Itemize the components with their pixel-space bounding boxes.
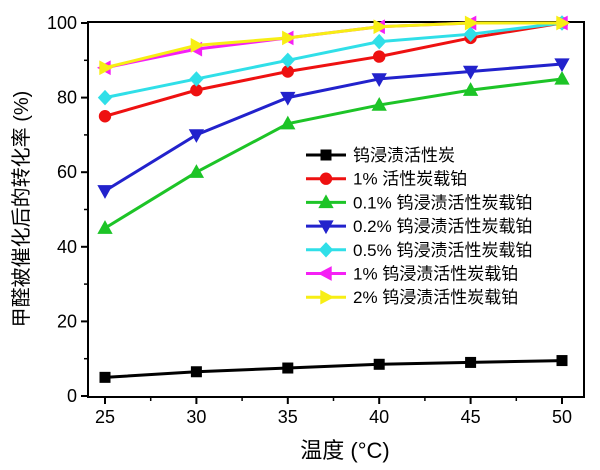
series-2-point-1 (188, 164, 205, 178)
series-2-point-5 (554, 70, 570, 85)
y-tick-label-5: 100 (47, 13, 77, 33)
series-0-point-2 (282, 362, 294, 374)
y-tick-label-2: 40 (57, 237, 77, 257)
series-4-point-0 (97, 89, 113, 106)
series-0-point-3 (373, 358, 385, 370)
series-line-2 (104, 77, 563, 230)
series-6-point-0 (99, 60, 114, 76)
legend-item-4: 0.5% 钨浸渍活性炭载铂 (306, 241, 532, 260)
legend-marker-2 (318, 194, 334, 209)
legend-label-6: 2% 钨浸渍活性炭载铂 (353, 288, 518, 307)
series-3-point-4 (462, 65, 479, 80)
series-6-point-3 (373, 19, 388, 35)
series-line-3 (104, 62, 563, 193)
axes: 25 30 35 40 45 50 0 20 40 60 80 100 温度 (°C) 甲醛被催化后的转化… (10, 13, 585, 463)
series-6-point-4 (464, 15, 479, 31)
legend-item-0: 钨浸渍活性炭 (306, 146, 455, 165)
y-tick-label-0: 0 (67, 386, 77, 406)
series-line-0 (104, 359, 563, 379)
legend-marker-4 (318, 242, 334, 258)
series-4-point-1 (189, 71, 204, 87)
series-2-point-0 (97, 220, 113, 234)
y-tick-label-3: 60 (57, 162, 77, 182)
series-line-6 (104, 21, 562, 70)
legend-marker-6 (320, 289, 335, 305)
series-0-point-5 (556, 355, 568, 367)
legend-item-5: 1% 钨浸渍活性炭载铂 (306, 265, 518, 284)
series-2 (97, 70, 570, 234)
x-tick-label-5: 50 (552, 407, 572, 427)
series-0-point-1 (190, 366, 202, 378)
series-1-point-0 (98, 110, 112, 123)
series-line-4 (104, 21, 563, 100)
series-2-point-2 (280, 115, 296, 130)
series-2-point-4 (462, 82, 479, 96)
series-4 (97, 15, 570, 106)
series-line-1 (104, 21, 563, 118)
series-0 (99, 355, 568, 383)
series-3-point-5 (554, 58, 570, 73)
series-4-point-3 (372, 33, 387, 50)
series-2-point-3 (371, 97, 387, 111)
legend-item-6: 2% 钨浸渍活性炭载铂 (306, 288, 518, 307)
series-3-point-1 (188, 129, 205, 143)
legend-marker-1 (319, 172, 333, 185)
legend-label-2: 0.1% 钨浸渍活性炭载铂 (353, 193, 532, 212)
legend-label-3: 0.2% 钨浸渍活性炭载铂 (353, 217, 532, 236)
series-3 (97, 58, 570, 199)
series-4-point-2 (280, 52, 295, 69)
legend-item-3: 0.2% 钨浸渍活性炭载铂 (306, 217, 532, 236)
y-axis-title: 甲醛被催化后的转化率 (%) (10, 91, 33, 328)
legend-marker-3 (318, 220, 334, 235)
series-3-point-3 (371, 73, 387, 87)
legend: 钨浸渍活性炭 1% 活性炭载铂 0.1% 钨浸渍活性炭载铂 0.2% 钨浸渍活性炭载铂… (306, 146, 532, 307)
legend-marker-0 (320, 149, 332, 161)
series-6-point-5 (556, 15, 571, 31)
legend-label-1: 1% 活性炭载铂 (353, 170, 467, 189)
legend-marker-5 (317, 266, 332, 281)
series-3-point-2 (280, 91, 296, 106)
series-4-point-4 (463, 26, 478, 42)
legend-item-2: 0.1% 钨浸渍活性炭载铂 (306, 193, 532, 212)
y-tick-label-1: 20 (57, 311, 77, 331)
legend-label-4: 0.5% 钨浸渍活性炭载铂 (353, 241, 532, 260)
series-6-point-1 (190, 38, 205, 53)
series-6 (99, 15, 571, 76)
legend-item-1: 1% 活性炭载铂 (306, 170, 467, 189)
series-0-point-4 (465, 356, 477, 368)
x-tick-label-1: 30 (186, 407, 206, 427)
x-tick-label-0: 25 (95, 407, 115, 427)
x-tick-label-4: 45 (461, 407, 481, 427)
x-tick-label-2: 35 (278, 407, 298, 427)
legend-label-5: 1% 钨浸渍活性炭载铂 (353, 265, 518, 284)
series-line-5 (104, 21, 562, 70)
x-tick-label-3: 40 (369, 407, 389, 427)
series-6-point-2 (282, 30, 296, 46)
series-1-point-3 (373, 50, 386, 63)
series-0-point-0 (99, 371, 111, 383)
series-3-point-0 (97, 185, 113, 199)
x-axis-title: 温度 (°C) (300, 438, 389, 463)
legend-label-0: 钨浸渍活性炭 (353, 146, 455, 165)
y-tick-label-4: 80 (57, 88, 77, 108)
